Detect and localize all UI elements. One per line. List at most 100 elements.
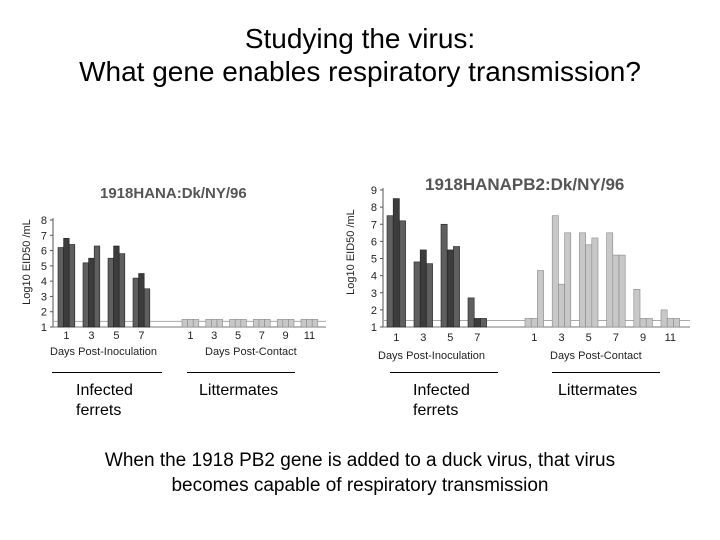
chart1-inf-bar [132, 277, 139, 328]
chart2-y-tick-label: 1 [371, 322, 377, 334]
chart2-y-axis-label: Log10 EID50 /mL [345, 209, 357, 295]
chart1-con-bar [282, 319, 289, 328]
title-line-1: Studying the virus: [244, 23, 476, 54]
chart2-con-bar [564, 232, 572, 328]
group-underline-right-littermates [552, 372, 660, 373]
chart1-con-day-label: 11 [304, 330, 315, 342]
chart1-con-day-label: 3 [211, 330, 217, 342]
group-label-right-infected-line2: ferrets [413, 402, 459, 419]
chart1-con-bar [216, 319, 223, 328]
chart2-con-day-label: 5 [586, 332, 592, 344]
chart1-con-bar [300, 319, 307, 328]
chart2-con-bar [530, 318, 538, 328]
chart1-x-label-inoculation: Days Post-Inoculation [50, 346, 157, 358]
chart1-y-tick-label: 2 [41, 307, 47, 319]
chart1-con-bar [229, 319, 236, 328]
chart1-con-bar [187, 319, 194, 328]
chart2-con-day-label: 3 [558, 332, 564, 344]
chart2-inf-bar [426, 263, 433, 328]
chart2-con-bar [633, 289, 641, 328]
chart1-inf-day-label: 7 [138, 330, 144, 342]
chart2-inf-bar [413, 261, 421, 328]
chart1-y-tick-label: 3 [41, 291, 47, 303]
chart1-inf-bar [138, 273, 145, 328]
slide-caption: When the 1918 PB2 gene is added to a duc… [0, 448, 720, 498]
chart1-inf-bar [118, 253, 126, 328]
chart1-inf-day-label: 1 [63, 330, 69, 342]
chart1-con-bar [240, 319, 247, 328]
group-label-left-infected-line2: ferrets [76, 402, 122, 419]
chart1-inf-bar [63, 238, 70, 328]
chart1-con-day-label: 1 [187, 330, 193, 342]
chart1-con-bar [192, 319, 200, 328]
chart2-inf-bar [480, 318, 487, 328]
chart2-con-bar [606, 232, 614, 328]
chart1-inf-bar [82, 262, 89, 328]
chart2-inf-bar [440, 223, 448, 328]
chart2-con-bar [579, 232, 586, 328]
chart2-y-tick-label: 7 [371, 219, 377, 231]
chart2-y-tick-label: 2 [371, 305, 377, 317]
chart1-con-bar [181, 319, 188, 328]
chart1-con-day-label: 7 [259, 330, 265, 342]
chart2-inf-bar [386, 215, 394, 328]
group-underline-left-littermates [187, 372, 295, 373]
chart2-y-tick-label: 6 [371, 236, 377, 248]
group-underline-right-infected [390, 372, 498, 373]
group-label-right-infected: Infected ferrets [413, 381, 470, 421]
chart2-title: 1918HANAPB2:Dk/NY/96 [425, 175, 624, 194]
chart1-y-tick-label: 5 [41, 261, 47, 273]
chart2-inf-bar [453, 246, 460, 328]
chart2-con-day-label: 9 [640, 332, 646, 344]
chart1-con-bar [264, 319, 271, 328]
chart1-x-label-contact: Days Post-Contact [205, 346, 297, 358]
chart2-inf-bar [446, 249, 454, 328]
chart1-con-day-label: 5 [235, 330, 241, 342]
chart2-y-tick-label: 5 [371, 254, 377, 266]
group-label-right-littermates: Littermates [558, 382, 638, 399]
chart2-inf-bar [419, 249, 427, 328]
chart1-inf-day-label: 3 [88, 330, 94, 342]
group-label-left-littermates: Littermates [199, 382, 279, 399]
chart1-y-tick-label: 8 [41, 215, 47, 227]
title-line-2: What gene enables respiratory transmissi… [79, 56, 641, 87]
chart2-inf-bar [473, 318, 481, 328]
group-label-left-infected-line1: Infected [76, 382, 133, 399]
chart1-inf-bar [93, 245, 101, 328]
group-underline-left-infected [52, 372, 162, 373]
chart2-x-label-contact: Days Post-Contact [550, 350, 642, 362]
chart1-inf-bar [143, 288, 151, 328]
chart2-inf-bar [467, 297, 475, 328]
chart1-inf-bar [113, 245, 120, 328]
chart1-inf-bar [57, 247, 64, 328]
chart2-inf-day-label: 7 [474, 332, 480, 344]
chart2-con-bar [551, 215, 559, 328]
chart2-inf-day-label: 5 [447, 332, 453, 344]
chart2-con-bar [537, 270, 544, 328]
chart1-con-bar [205, 319, 212, 328]
chart1-con-bar [288, 319, 295, 328]
caption-line-1: When the 1918 PB2 gene is added to a duc… [104, 450, 616, 471]
chart2-y-tick-label: 3 [371, 288, 377, 300]
chart1-title: 1918HANA:Dk/NY/96 [100, 185, 247, 202]
chart1-con-day-label: 9 [283, 330, 289, 342]
chart2-con-bar [666, 318, 674, 328]
chart1-y-tick-label: 1 [41, 322, 47, 334]
chart2-y-tick-label: 9 [371, 185, 377, 197]
chart2-y-tick-label: 4 [371, 271, 377, 283]
chart2-x-label-inoculation: Days Post-Inoculation [378, 350, 485, 362]
chart2-con-bar [558, 283, 565, 328]
chart1-con-bar [234, 319, 242, 328]
chart1-con-bar [211, 319, 218, 328]
chart1-con-bar [276, 319, 284, 328]
slide-title: Studying the virus: What gene enables re… [0, 22, 720, 88]
chart2-con-bar [612, 254, 620, 328]
chart2-inf-day-label: 3 [420, 332, 426, 344]
chart1-inf-bar [68, 244, 76, 328]
chart2-inf-bar [399, 220, 406, 328]
chart1-con-bar [306, 319, 313, 328]
chart2-con-bar [618, 254, 626, 328]
chart1-y-axis-label: Log10 EID50 /mL [21, 219, 33, 305]
chart1-y-tick-label: 7 [41, 230, 47, 242]
chart1-inf-bar [107, 257, 114, 328]
